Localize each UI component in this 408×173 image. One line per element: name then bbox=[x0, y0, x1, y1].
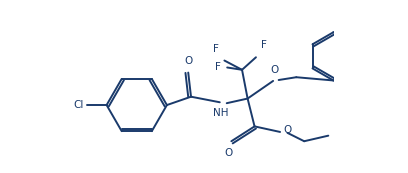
Text: O: O bbox=[184, 56, 192, 66]
Text: O: O bbox=[224, 148, 233, 158]
Text: F: F bbox=[215, 62, 221, 72]
Text: F: F bbox=[261, 40, 266, 50]
Text: NH: NH bbox=[213, 108, 228, 118]
Text: Cl: Cl bbox=[73, 100, 83, 110]
Text: O: O bbox=[284, 125, 292, 135]
Text: F: F bbox=[213, 44, 219, 54]
Text: O: O bbox=[270, 65, 278, 75]
